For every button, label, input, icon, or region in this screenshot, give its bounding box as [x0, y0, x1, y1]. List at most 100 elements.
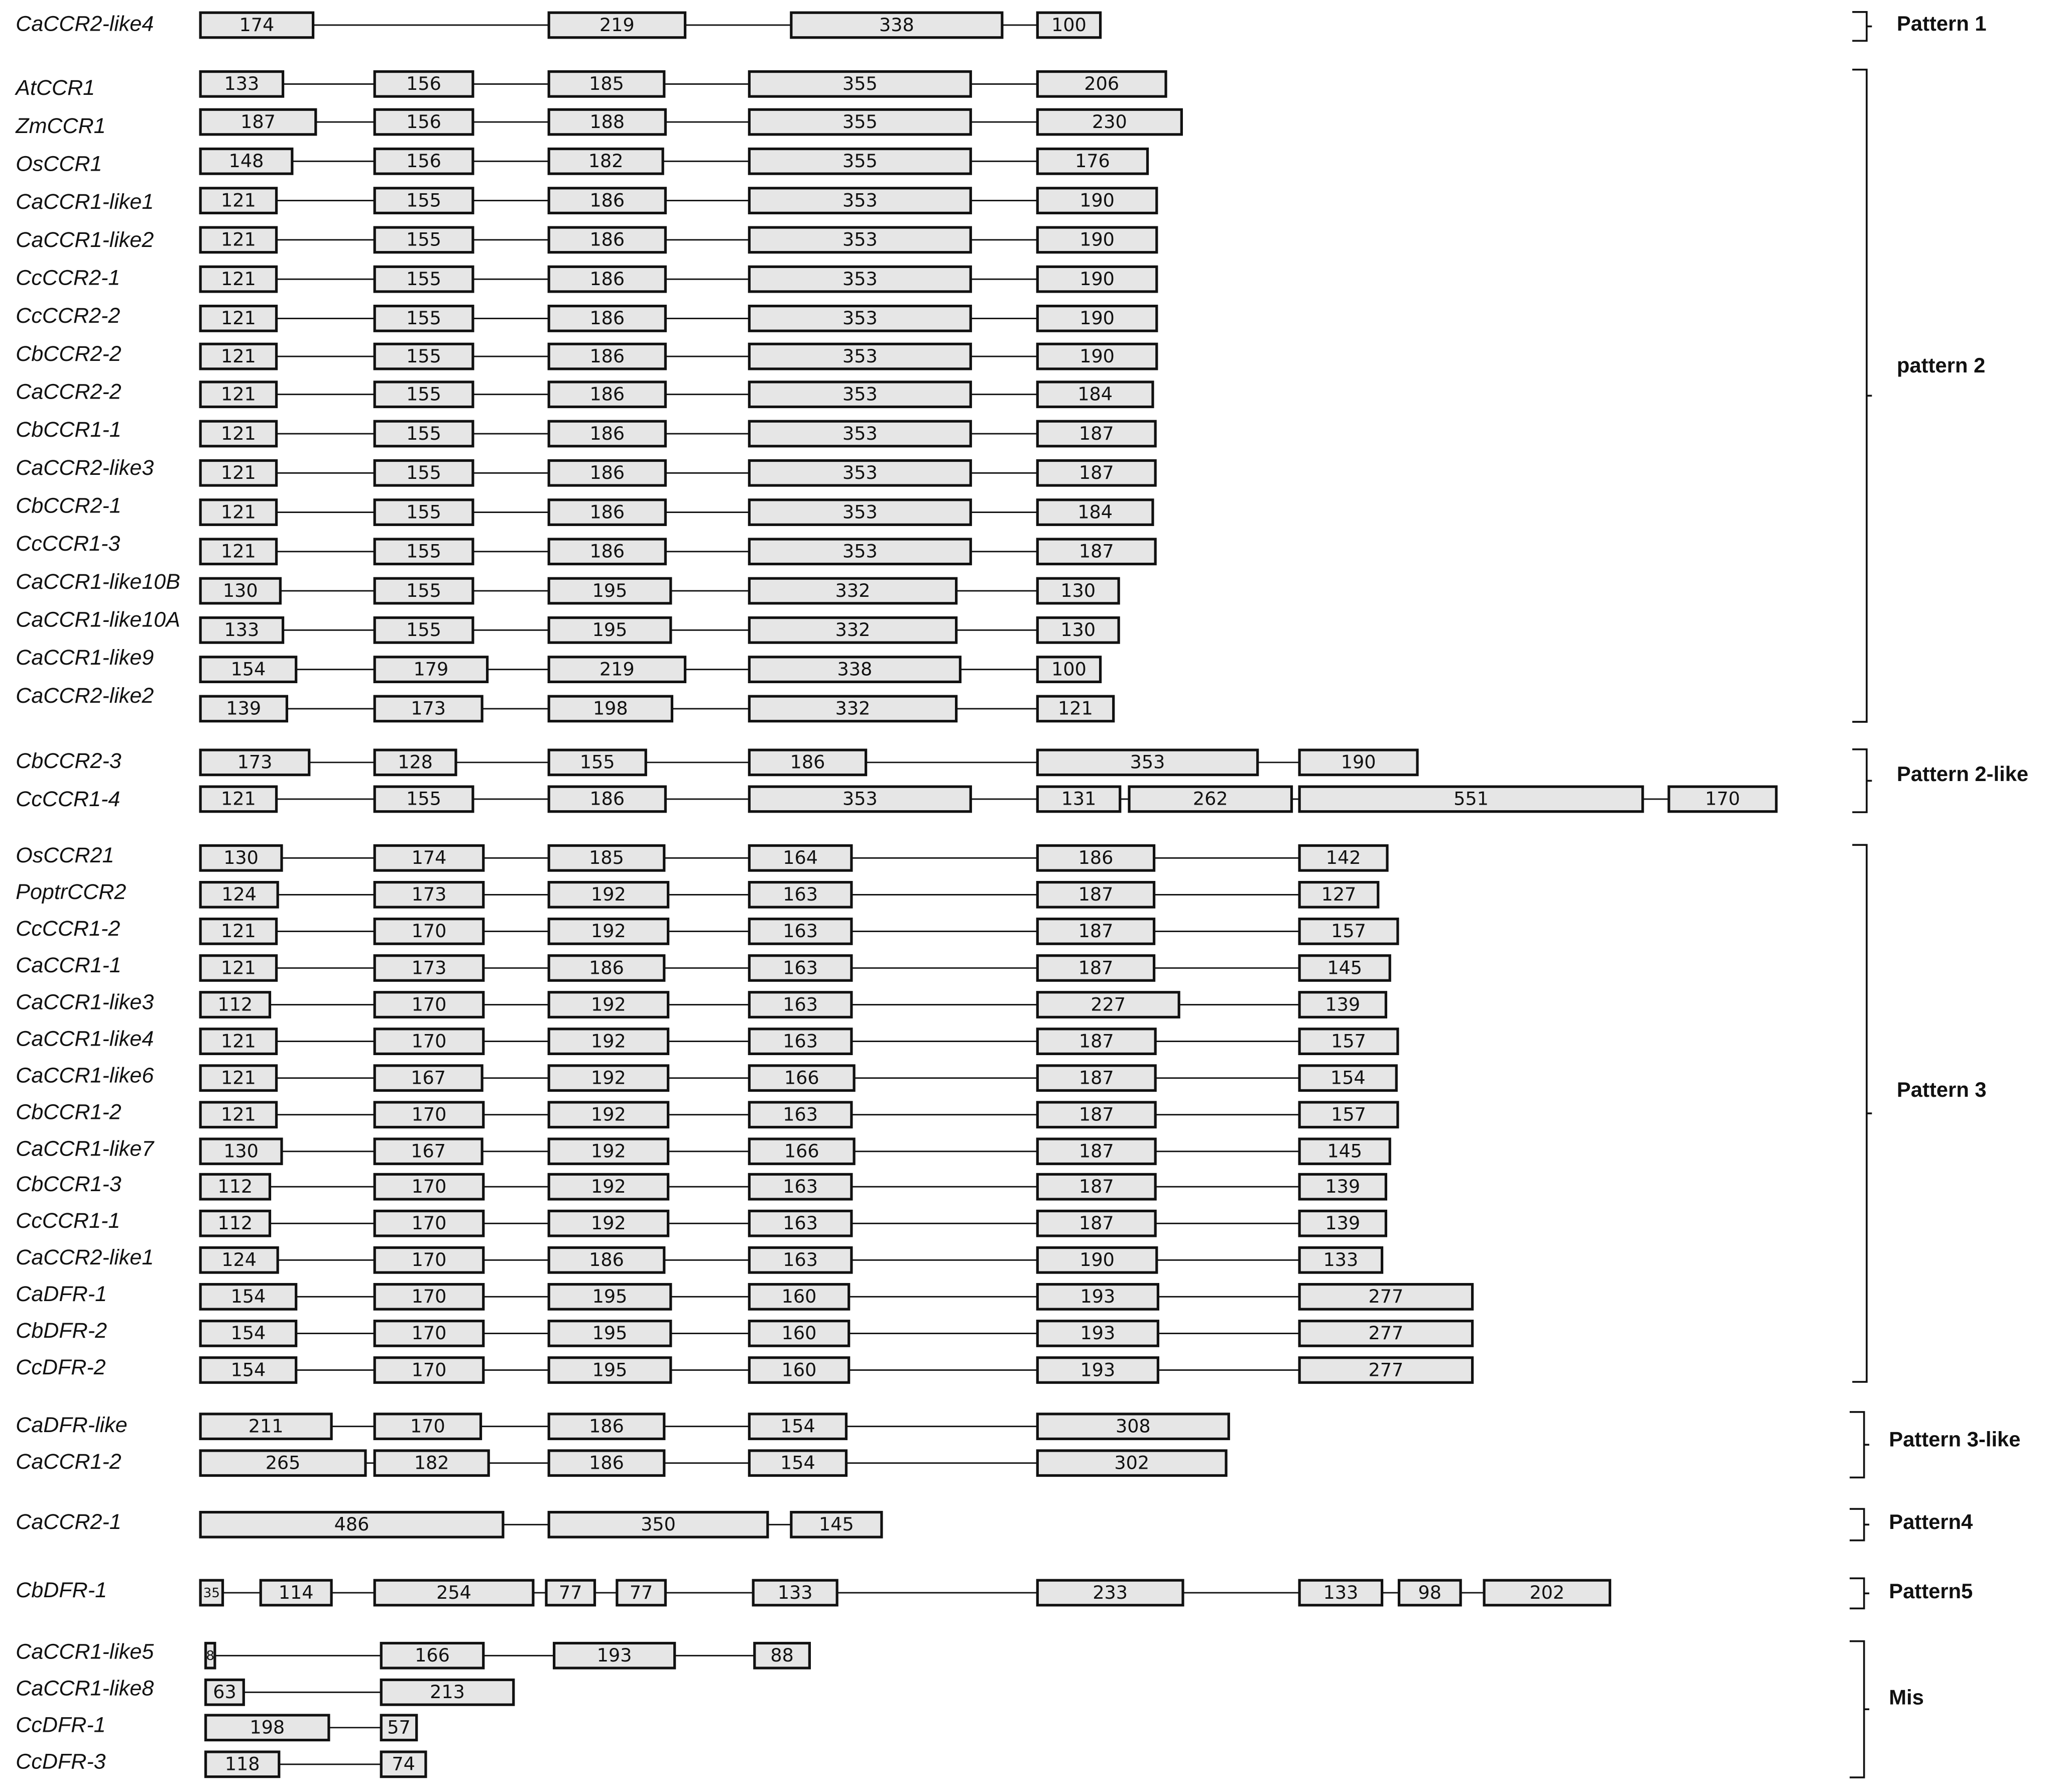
exon-length-label: 192 [591, 1067, 626, 1088]
exon-length-label: 139 [1325, 1176, 1360, 1197]
gene-row: CaCCR1-like5 8 166 193 88 [16, 1639, 811, 1670]
gene-row: CbCCR2-1 121 155 186 353 184 [16, 493, 1154, 526]
exon-length-label: 186 [589, 957, 624, 978]
pattern-label: Pattern 3 [1897, 1078, 1987, 1101]
exon-length-label: 170 [412, 1359, 447, 1380]
gene-row: CaCCR1-like7 130 167 192 166 187 145 [16, 1137, 1391, 1166]
pattern-bracket [1849, 1640, 1870, 1778]
exon-box [547, 748, 647, 777]
exon-box [1036, 577, 1120, 605]
exon-length-label: 211 [249, 1415, 284, 1437]
exon-length-label: 128 [398, 751, 433, 773]
exon-length-label: 164 [783, 847, 818, 868]
exon-length-label: 121 [221, 1067, 256, 1088]
exon-length-label: 170 [412, 1322, 447, 1344]
exon-box [547, 226, 667, 254]
exon-length-label: 353 [842, 268, 878, 290]
exon-box [1036, 991, 1180, 1018]
exon-length-label: 332 [835, 619, 871, 641]
gene-label: CaCCR1-like9 [16, 646, 154, 670]
exon-box [373, 1320, 485, 1347]
gene-row: CaCCR2-like3 121 155 186 353 187 [16, 456, 1157, 487]
exon-length-label: 353 [1130, 751, 1165, 773]
pattern-group: Pattern 1 [1852, 11, 1987, 42]
exon-length-label: 192 [591, 920, 626, 942]
exon-box [199, 656, 298, 684]
gene-row: CaCCR2-like2 139 173 198 332 121 [16, 684, 1115, 723]
gene-label: CaCCR1-2 [16, 1450, 121, 1474]
exon-length-label: 88 [770, 1644, 793, 1666]
exon-length-label: 230 [1092, 111, 1127, 133]
gene-row: ZmCCR1 187 156 188 355 230 [15, 108, 1183, 138]
exon-length-label: 277 [1369, 1322, 1404, 1344]
exon-length-label: 167 [411, 1140, 446, 1162]
exon-length-label: 163 [783, 957, 818, 978]
exon-length-label: 121 [221, 268, 256, 290]
exon-length-label: 227 [1091, 993, 1126, 1015]
exon-length-label: 176 [1075, 150, 1110, 172]
exon-length-label: 173 [412, 883, 447, 905]
exon-length-label: 74 [392, 1753, 415, 1775]
exon-box [1036, 880, 1156, 909]
exon-length-label: 186 [790, 751, 825, 773]
exon-length-label: 170 [412, 1286, 447, 1307]
exon-length-label: 213 [430, 1681, 465, 1703]
gene-label: ZmCCR1 [15, 114, 105, 138]
gene-label: CaCCR2-like1 [16, 1245, 154, 1269]
exon-box [373, 70, 474, 98]
exon-length-label: 551 [1454, 788, 1489, 810]
exon-length-label: 133 [224, 619, 260, 641]
exon-length-label: 157 [1331, 1104, 1366, 1125]
exon-length-label: 186 [589, 1452, 624, 1474]
exon-box [1036, 1137, 1157, 1166]
exon-length-label: 166 [784, 1140, 819, 1162]
exon-length-label: 130 [1060, 580, 1096, 601]
exon-box [373, 616, 474, 644]
exon-box [547, 1209, 670, 1237]
pattern-bracket [1849, 1508, 1870, 1542]
pattern-group: pattern 2 [1852, 68, 1985, 723]
exon-length-label: 163 [783, 1249, 818, 1270]
exon-length-label: 186 [589, 462, 625, 483]
exon-length-label: 155 [406, 462, 441, 483]
exon-length-label: 277 [1369, 1359, 1404, 1380]
exon-box [547, 1246, 666, 1274]
gene-label: CbCCR1-3 [16, 1172, 121, 1196]
pattern-label: Pattern 1 [1897, 12, 1987, 35]
exon-length-label: 130 [223, 1140, 259, 1162]
exon-box [1298, 1173, 1387, 1201]
exon-box [199, 1209, 272, 1237]
exon-box [748, 1356, 851, 1384]
exon-box [1036, 226, 1158, 254]
exon-box [748, 108, 972, 136]
gene-label: CbDFR-2 [16, 1319, 107, 1343]
exon-box [1036, 1246, 1158, 1274]
exon-length-label: 195 [592, 580, 628, 601]
exon-box [547, 380, 667, 409]
exon-box [1298, 785, 1644, 813]
exon-length-label: 121 [221, 462, 256, 483]
pattern-bracket [1852, 68, 1872, 723]
exon-box [748, 147, 972, 175]
exon-box [1298, 1320, 1474, 1347]
exon-length-label: 195 [592, 1322, 628, 1344]
exon-length-label: 121 [1058, 698, 1093, 719]
exon-length-label: 156 [406, 150, 441, 172]
exon-box [547, 695, 674, 723]
exon-box [199, 1064, 278, 1092]
exon-box [547, 844, 666, 872]
gene-row: CaCCR2-1 486 350 145 [16, 1510, 883, 1539]
exon-box [373, 420, 474, 448]
exon-length-label: 353 [842, 229, 878, 250]
exon-length-label: 186 [589, 345, 625, 367]
exon-length-label: 124 [221, 1249, 257, 1270]
exon-length-label: 187 [1078, 920, 1114, 942]
exon-box [790, 1510, 883, 1539]
exon-length-label: 277 [1369, 1286, 1404, 1307]
exon-box [748, 265, 972, 293]
gene-row: CaCCR1-like4 121 170 192 163 187 157 [16, 1027, 1399, 1056]
gene-label: CaCCR2-1 [16, 1510, 121, 1534]
exon-length-label: 145 [819, 1513, 854, 1535]
exon-length-label: 155 [406, 345, 441, 367]
